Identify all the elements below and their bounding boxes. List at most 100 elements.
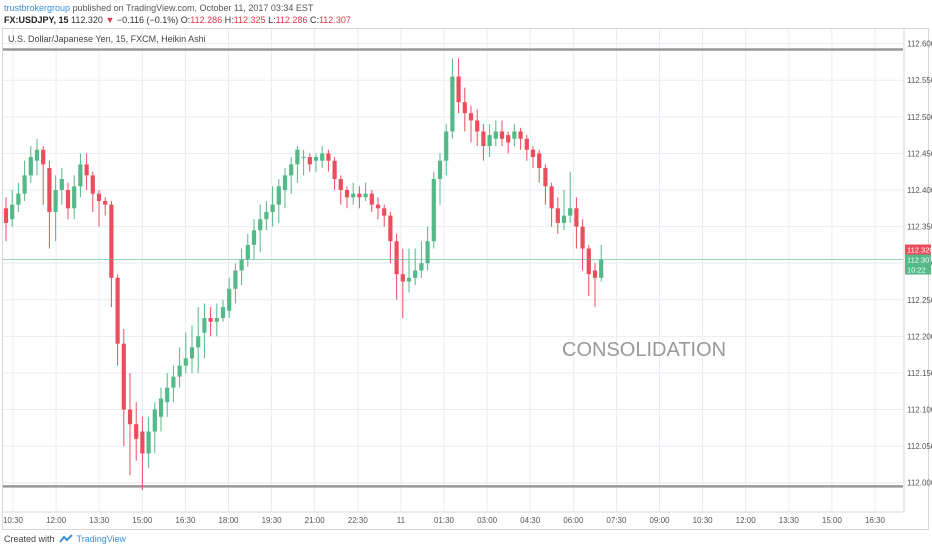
publish-info: published on TradingView.com, October 11… [72, 3, 314, 13]
candle-body [499, 131, 505, 139]
annotation-label: CONSOLIDATION [562, 339, 726, 361]
candle-body [599, 259, 604, 278]
ohlc-line: FX:USDJPY, 15 112.320 ▼ −0.116 (−0.1%) O… [4, 15, 351, 25]
candle-body [96, 193, 102, 201]
candle-body [183, 358, 188, 366]
x-tick-label: 12:00 [736, 516, 757, 525]
candle-body [313, 157, 319, 161]
candle-body [561, 215, 567, 223]
candle-body [165, 387, 170, 403]
candle-body [258, 219, 263, 231]
candle-body [158, 398, 164, 417]
candle-body [10, 204, 15, 220]
candle-body [530, 149, 536, 158]
low-value: 112.286 [275, 15, 308, 25]
price-axis-badge-label: 112.320 [907, 246, 932, 255]
y-tick-label: 112.450 [907, 149, 932, 158]
candle-body [425, 241, 430, 264]
x-tick-label: 18:00 [218, 516, 239, 525]
candle-body [524, 138, 529, 150]
x-tick-label: 13:30 [89, 516, 110, 525]
candle-body [53, 190, 58, 212]
candle-body [493, 131, 498, 139]
x-tick-label: 10:30 [693, 516, 714, 525]
candle-body [320, 153, 325, 161]
candle-body [357, 193, 362, 198]
candle-body [3, 208, 9, 223]
candle-body [326, 153, 331, 161]
tradingview-link[interactable]: TradingView [76, 534, 127, 544]
candle-body [475, 120, 480, 132]
candle-body [518, 131, 523, 139]
candle-body [444, 131, 449, 161]
candle-body [537, 153, 542, 169]
y-tick-label: 112.150 [907, 369, 932, 378]
candle-body [574, 208, 579, 227]
y-tick-label: 112.100 [907, 406, 932, 415]
candle-body [468, 113, 474, 121]
x-tick-label: 09:00 [649, 516, 670, 525]
x-tick-label: 03:00 [477, 516, 498, 525]
candle-body [189, 347, 195, 359]
candle-body [338, 179, 343, 190]
change-down-icon: ▼ [105, 15, 115, 25]
candle-body [152, 409, 157, 432]
candle-body [65, 190, 71, 209]
candle-body [369, 193, 374, 205]
candle-body [549, 186, 554, 209]
close-value: 112.307 [318, 15, 351, 25]
y-tick-label: 112.600 [907, 40, 932, 49]
candle-body [127, 409, 133, 425]
publisher-link[interactable]: trustbrokergroup [4, 3, 71, 13]
candle-body [375, 204, 381, 209]
change-value: −0.116 (−0.1%) [116, 15, 179, 25]
candle-body [103, 200, 108, 205]
candle-body [109, 204, 114, 278]
y-tick-label: 112.200 [907, 332, 932, 341]
price-axis-badge [905, 244, 931, 255]
series-legend: U.S. Dollar/Japanese Yen, 15, FXCM, Heik… [8, 34, 206, 44]
candle-body [413, 270, 418, 278]
close-label: C: [309, 15, 319, 25]
price-axis-badge-label: 112.307 [907, 256, 932, 265]
x-tick-label: 10:30 [3, 516, 24, 525]
candle-body [47, 168, 52, 212]
x-tick-label: 15:00 [822, 516, 843, 525]
candle-body [177, 365, 182, 377]
open-label: O: [180, 15, 191, 25]
price-axis-badge-label: 10:22 [907, 266, 926, 275]
candle-body [59, 179, 64, 190]
candle-body [28, 157, 33, 176]
x-tick-label: 07:30 [606, 516, 627, 525]
candle-body [202, 318, 207, 333]
x-tick-label: 16:30 [865, 516, 886, 525]
last-price: 112.320 [71, 15, 103, 25]
candle-body [22, 175, 27, 194]
candle-body [41, 149, 46, 165]
candle-body [220, 307, 226, 319]
candle-body [301, 157, 306, 159]
candle-body [227, 288, 232, 311]
candle-body [388, 215, 393, 242]
candle-body [351, 193, 356, 198]
candle-body [90, 175, 95, 194]
candle-body [115, 277, 120, 344]
candle-body [295, 149, 300, 165]
candle-body [394, 241, 399, 275]
candle-body [251, 230, 257, 245]
publish-line: trustbrokergroup published on TradingVie… [4, 3, 313, 13]
x-tick-label: 06:00 [563, 516, 584, 525]
candle-body [580, 226, 585, 249]
candle-body [481, 131, 486, 147]
x-tick-label: 01:30 [434, 516, 455, 525]
candle-body [406, 277, 412, 282]
candle-body [196, 336, 201, 348]
y-tick-label: 112.000 [907, 479, 932, 488]
x-tick-label: 16:30 [175, 516, 196, 525]
candle-body [363, 193, 368, 198]
candle-body [437, 160, 443, 180]
candle-body [276, 186, 281, 205]
price-axis-badge [905, 264, 931, 275]
